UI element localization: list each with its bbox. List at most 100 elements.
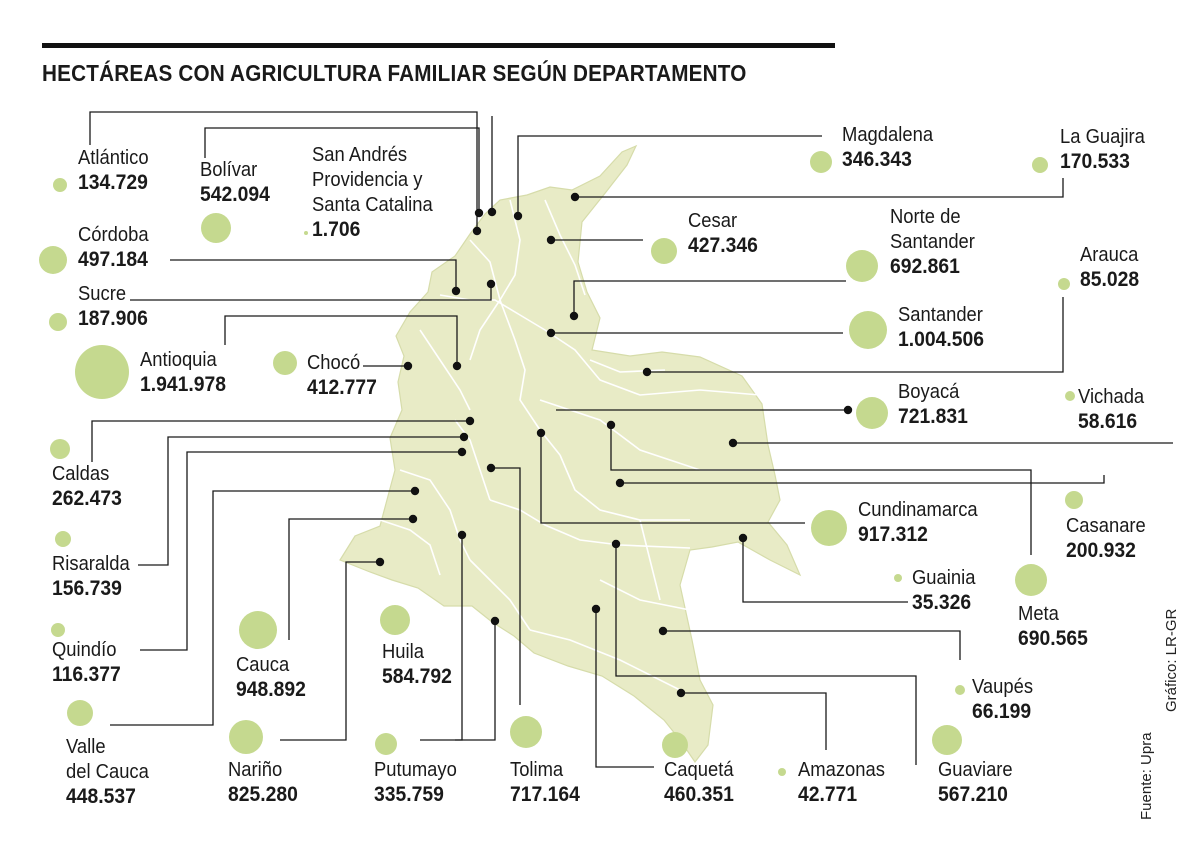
- department-name: La Guajira: [1060, 126, 1145, 148]
- department-name: Atlántico: [78, 147, 149, 169]
- location-dot-quindio: [457, 447, 467, 457]
- leader-line-sucre: [130, 284, 492, 301]
- department-value: 42.771: [798, 783, 858, 806]
- location-dot-cesar: [546, 235, 556, 245]
- bubble-caldas: [50, 439, 70, 459]
- label-caqueta: Caquetá 460.351: [664, 758, 734, 807]
- leader-line-norte-de-santander: [573, 280, 846, 316]
- location-dot-magdalena: [513, 211, 523, 221]
- location-dot-choco: [403, 361, 413, 371]
- location-dot-casanare: [615, 478, 625, 488]
- leader-line-bolivar: [204, 127, 480, 213]
- bubble-caqueta: [662, 732, 688, 758]
- leader-line-quindio: [140, 451, 462, 651]
- department-value: 187.906: [78, 307, 148, 330]
- bubble-magdalena: [810, 151, 832, 173]
- location-dot-cundinamarca: [536, 428, 546, 438]
- leader-line-caqueta: [595, 609, 654, 768]
- bubble-casanare: [1065, 491, 1083, 509]
- location-dot-guainia: [738, 533, 748, 543]
- label-guaviare: Guaviare 567.210: [938, 758, 1013, 807]
- department-name: Valle del Cauca: [66, 736, 149, 783]
- bubble-cauca: [239, 611, 277, 649]
- leader-line-putumayo: [455, 621, 496, 741]
- label-san-andres-providencia-y-santa-catalina: San Andrés Providencia y Santa Catalina 1…: [312, 143, 433, 242]
- bubble-guaviare: [932, 725, 962, 755]
- department-value: 85.028: [1080, 268, 1140, 291]
- department-name: Antioquia: [140, 349, 217, 371]
- department-name: Sucre: [78, 283, 127, 305]
- department-name: Vaupés: [972, 676, 1034, 698]
- bubble-santander: [849, 311, 887, 349]
- department-value: 116.377: [52, 663, 121, 686]
- location-dot-antioquia: [452, 361, 462, 371]
- department-value: 262.473: [52, 487, 122, 510]
- location-dot-huila: [457, 530, 467, 540]
- label-antioquia: Antioquia 1.941.978: [140, 348, 226, 397]
- label-bolivar: Bolívar 542.094: [200, 158, 270, 207]
- bubble-vichada: [1065, 391, 1075, 401]
- leader-line-guaviare: [615, 544, 917, 765]
- department-name: Boyacá: [898, 381, 960, 403]
- border-line: [489, 499, 691, 549]
- label-cesar: Cesar 427.346: [688, 209, 758, 258]
- location-dot-boyaca: [843, 405, 853, 415]
- department-value: 66.199: [972, 700, 1032, 723]
- bubble-putumayo: [375, 733, 397, 755]
- department-value: 721.831: [898, 405, 968, 428]
- location-dot-bolivar: [474, 208, 484, 218]
- label-putumayo: Putumayo 335.759: [374, 758, 457, 807]
- border-line: [399, 469, 471, 561]
- leader-line-meta: [610, 425, 1032, 555]
- location-dot-atlantico: [472, 226, 482, 236]
- bubble-narino: [229, 720, 263, 754]
- department-value: 427.346: [688, 234, 758, 257]
- location-dot-santander: [546, 328, 556, 338]
- location-dot-guaviare: [611, 539, 621, 549]
- department-name: Caldas: [52, 463, 110, 485]
- bubble-atlantico: [53, 178, 67, 192]
- bubble-norte-de-santander: [846, 250, 878, 282]
- bubble-choco: [273, 351, 297, 375]
- label-meta: Meta 690.565: [1018, 602, 1088, 651]
- bubble-quindio: [51, 623, 65, 637]
- department-name: Norte de Santander: [890, 206, 975, 253]
- bubble-san-andres-providencia-y-santa-catalina: [304, 231, 308, 235]
- border-line: [529, 629, 681, 691]
- location-dot-arauca: [642, 367, 652, 377]
- leader-line-magdalena: [517, 135, 822, 216]
- location-dot-norte-de-santander: [569, 311, 579, 321]
- location-dot-risaralda: [459, 432, 469, 442]
- department-name: Meta: [1018, 603, 1059, 625]
- leader-line-cordoba: [170, 259, 457, 291]
- label-vaupes: Vaupés 66.199: [972, 675, 1033, 724]
- department-name: Quindío: [52, 639, 117, 661]
- label-narino: Nariño 825.280: [228, 758, 298, 807]
- department-value: 1.941.978: [140, 373, 226, 396]
- department-name: Córdoba: [78, 224, 149, 246]
- bubble-huila: [380, 605, 410, 635]
- location-dot-cordoba: [451, 286, 461, 296]
- border-line: [639, 519, 661, 601]
- department-name: Cauca: [236, 654, 290, 676]
- credit-note: Gráfico: LR-GR: [1163, 608, 1180, 712]
- leader-line-vaupes: [663, 630, 961, 660]
- border-line: [379, 519, 441, 576]
- bubble-antioquia: [75, 345, 129, 399]
- department-name: Cesar: [688, 210, 738, 232]
- leader-line-atlantico: [89, 111, 478, 231]
- department-value: 134.729: [78, 171, 148, 194]
- department-value: 567.210: [938, 783, 1008, 806]
- bubble-cundinamarca: [811, 510, 847, 546]
- label-sucre: Sucre 187.906: [78, 282, 148, 331]
- department-name: Guaviare: [938, 759, 1013, 781]
- department-name: Tolima: [510, 759, 564, 781]
- border-line: [544, 199, 586, 296]
- department-name: Santander: [898, 304, 983, 326]
- department-name: Guainia: [912, 567, 976, 589]
- bubble-guainia: [894, 574, 902, 582]
- location-dot-san-andres-providencia-y-santa-catalina: [487, 207, 497, 217]
- label-guainia: Guainia 35.326: [912, 566, 975, 615]
- department-value: 948.892: [236, 678, 306, 701]
